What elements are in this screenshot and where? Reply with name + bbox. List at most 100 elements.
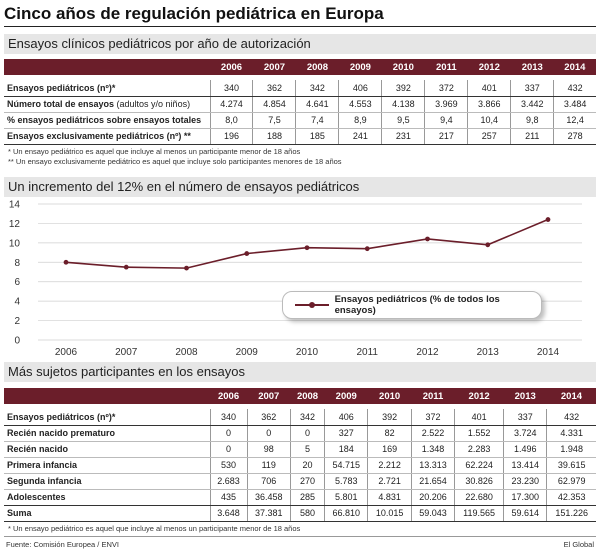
year-header: 2008 [290,388,325,404]
legend-marker [295,302,329,308]
table-cell: 337 [510,80,554,97]
table-cell: 17.300 [503,489,547,506]
row-label: Recién nacido prematuro [4,425,210,442]
table-cell: 0 [246,425,291,442]
participants-row: Ensayos pediátricos (nº)* 340 362 342 406 392… [4,409,596,426]
year-header: 2009 [324,388,368,404]
table-cell: 3.866 [467,96,511,113]
table-cell: 530 [209,457,248,474]
table-cell: 196 [209,128,253,145]
table-cell: 432 [553,80,596,97]
year-header: 2013 [510,59,554,75]
row-label-text: Adolescentes [7,492,66,502]
row-label: Primera infancia [4,457,210,474]
footer-credit: El Global [563,540,594,549]
table-cell: 3.648 [209,505,248,522]
table-cell: 217 [424,128,468,145]
table-cell: 37.381 [246,505,291,522]
data-point [123,264,129,270]
table-cell: 7,4 [295,112,339,129]
table-cell: 340 [209,80,253,97]
data-point [364,246,370,252]
trials-table: 2006 2007 2008 2009 2010 2011 2012 2013 2014 Ens… [4,59,596,145]
table-cell: 1.552 [454,425,504,442]
year-header: 2011 [424,59,468,75]
table-cell: 39.615 [546,457,596,474]
year-header: 2010 [367,388,412,404]
row-label-text: % ensayos pediátricos sobre ensayos tota… [7,115,202,125]
row-label: % ensayos pediátricos sobre ensayos tota… [4,112,210,129]
participants-row: Primera infancia 530 119 20 54.715 2.212 13.31… [4,457,596,474]
section-header-trials: Ensayos clínicos pediátricos por año de … [4,34,596,54]
row-label: Ensayos pediátricos (nº)* [4,80,210,97]
table-cell: 4.641 [295,96,339,113]
trials-row: Ensayos pediátricos (nº)* 340 362 342 406 392… [4,80,596,97]
table-cell: 4.831 [367,489,412,506]
row-label: Adolescentes [4,489,210,506]
participants-row: Recién nacido 0 98 5 184 169 1.348 2.283 1.496 1.… [4,441,596,458]
trials-row: % ensayos pediátricos sobre ensayos tota… [4,112,596,129]
data-point [184,265,189,271]
table-cell: 257 [467,128,511,145]
x-tick-label: 2007 [115,347,138,358]
table-cell: 21.654 [410,473,455,490]
data-point [545,217,551,222]
table-cell: 342 [295,80,339,97]
y-tick-label: 2 [14,316,20,327]
y-tick-label: 14 [9,200,21,211]
year-header: 2014 [553,59,596,75]
table-cell: 5 [289,441,325,458]
row-label: Ensayos pediátricos (nº)* [4,409,210,426]
footer-source: Fuente: Comisión Europea / ENVI [6,540,119,549]
table-cell: 392 [367,409,412,426]
table-cell: 1.348 [410,441,455,458]
participants-row: Adolescentes 435 36.458 285 5.801 4.831 20.206… [4,489,596,506]
table-cell: 8,9 [338,112,382,129]
table-cell: 9,5 [381,112,425,129]
row-label-text: Segunda infancia [7,476,82,486]
trials-note-1: * Un ensayo pediátrico es aquel que incl… [8,147,301,156]
table-cell: 20.206 [410,489,455,506]
y-tick-label: 10 [9,238,21,249]
data-point [244,251,250,256]
table-cell: 59.043 [410,505,455,522]
table-cell: 13.313 [410,457,455,474]
year-header: 2007 [247,388,291,404]
table-cell: 54.715 [324,457,368,474]
row-label-note: (adultos y/o niños) [114,99,191,109]
x-tick-label: 2006 [55,347,78,358]
table-cell: 0 [209,441,248,458]
participants-table-header: 2006 2007 2008 2009 2010 2011 2012 2013 2014 [4,388,596,404]
table-cell: 98 [246,441,291,458]
table-cell: 435 [209,489,248,506]
x-tick-label: 2013 [477,347,500,358]
y-tick-label: 4 [14,297,20,308]
table-cell: 30.826 [454,473,504,490]
row-label-text: Recién nacido prematuro [7,428,116,438]
table-cell: 231 [381,128,425,145]
x-tick-label: 2014 [537,347,560,358]
table-cell: 2.283 [454,441,504,458]
row-label: Recién nacido [4,441,210,458]
row-label-text: Número total de ensayos [7,99,115,109]
table-cell: 5.801 [324,489,368,506]
row-label: Suma [4,505,210,522]
table-cell: 342 [289,409,325,426]
trials-row: Número total de ensayos (adultos y/o niñ… [4,96,596,113]
year-header: 2009 [338,59,382,75]
row-label-text: Recién nacido [7,444,69,454]
table-cell: 59.614 [503,505,547,522]
row-label-text: Ensayos exclusivamente pediátricos (nº) … [7,131,191,141]
table-cell: 406 [338,80,382,97]
table-cell: 0 [209,425,248,442]
participants-row: Recién nacido prematuro 0 0 0 327 82 2.522 1.55… [4,425,596,442]
x-tick-label: 2011 [356,347,378,358]
x-tick-label: 2008 [175,347,198,358]
year-header: 2013 [503,388,547,404]
trials-note-2: ** Un ensayo exclusivamente pediátrico e… [8,157,342,166]
table-cell: 1.948 [546,441,596,458]
table-cell: 82 [367,425,412,442]
header-blank [4,59,210,75]
table-cell: 119 [246,457,291,474]
y-tick-label: 6 [14,277,20,288]
